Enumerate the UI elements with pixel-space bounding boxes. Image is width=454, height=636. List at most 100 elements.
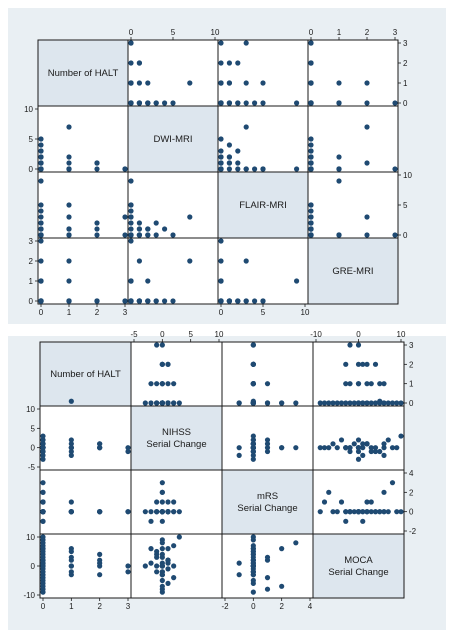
data-point (40, 518, 46, 524)
data-point (66, 278, 72, 284)
data-point (317, 400, 323, 406)
data-point (250, 445, 256, 451)
data-point (40, 509, 46, 515)
data-point (250, 551, 256, 558)
data-point (68, 441, 74, 447)
data-point (66, 154, 72, 160)
data-point (187, 258, 193, 264)
matrix-cell-0-2 (217, 39, 309, 107)
data-point (381, 452, 387, 458)
matrix-cell-1-1: NIHSS Serial Change (130, 405, 223, 471)
data-point (360, 400, 366, 406)
y-tick-label: 0 (409, 508, 414, 517)
data-point (153, 100, 159, 106)
data-point (38, 136, 44, 142)
data-point (154, 342, 160, 348)
scatter-panel (307, 39, 399, 107)
x-tick-label: 4 (308, 602, 313, 611)
y-tick-label: 10 (26, 533, 35, 542)
y-tick-label: -10 (23, 591, 35, 600)
data-point (66, 226, 72, 232)
y-tick-label: -2 (409, 527, 417, 536)
y-tick-label: 1 (403, 79, 408, 88)
data-point (218, 80, 224, 86)
scatter-panel (307, 171, 399, 239)
data-point (97, 551, 103, 558)
data-point (293, 445, 299, 451)
data-point (264, 554, 271, 560)
data-point (338, 499, 345, 505)
data-point (128, 214, 134, 220)
data-point (125, 448, 131, 455)
matrix-cell-0-2 (221, 341, 314, 407)
data-point (355, 509, 362, 515)
scatter-panel (127, 171, 219, 239)
data-point (243, 258, 249, 264)
data-point (389, 400, 396, 406)
y-tick-label: 2 (403, 59, 408, 68)
data-point (40, 448, 46, 455)
data-point (336, 100, 342, 106)
data-point (159, 563, 165, 569)
data-point (128, 178, 134, 184)
y-tick-label: 10 (24, 105, 33, 114)
variable-label: Number of HALT (48, 68, 119, 79)
data-point (226, 142, 232, 148)
data-point (40, 441, 46, 447)
y-tick-label: 0 (31, 562, 36, 571)
scatter-panel (39, 533, 132, 599)
diagonal-label-box (221, 469, 314, 535)
data-point (250, 441, 256, 447)
data-point (165, 361, 171, 367)
data-point (381, 441, 387, 447)
data-point (351, 509, 357, 515)
data-point (260, 166, 266, 172)
diagonal-label-box (217, 171, 309, 239)
data-point (153, 232, 159, 238)
data-point (264, 445, 271, 451)
data-point (165, 546, 171, 552)
data-point (145, 232, 151, 238)
matrix-cell-0-0: Number of HALT (39, 341, 132, 407)
y-tick-label: 2 (409, 360, 414, 369)
data-point (176, 400, 182, 406)
data-point (236, 560, 242, 566)
data-point (128, 278, 134, 284)
data-point (148, 381, 154, 387)
data-point (66, 298, 72, 304)
data-point (264, 400, 271, 406)
data-point (385, 509, 391, 515)
data-point (154, 563, 160, 569)
data-point (165, 509, 171, 515)
data-point (218, 238, 224, 244)
data-point (159, 551, 165, 558)
data-point (372, 448, 379, 455)
data-point (364, 509, 370, 515)
data-point (145, 80, 151, 86)
data-point (38, 178, 44, 184)
data-point (38, 160, 44, 166)
data-point (236, 572, 242, 578)
data-point (66, 214, 72, 220)
matrix-cell-1-3 (307, 105, 399, 173)
data-point (40, 456, 46, 462)
data-point (136, 258, 142, 264)
y-tick-label: 0 (29, 297, 34, 306)
data-point (343, 509, 349, 515)
data-point (308, 60, 314, 66)
data-point (235, 60, 241, 66)
data-point (355, 437, 362, 443)
data-point (372, 400, 379, 406)
data-point (94, 220, 100, 226)
data-point (360, 518, 366, 524)
data-point (250, 577, 256, 584)
data-point (40, 563, 46, 569)
y-tick-label: 10 (403, 171, 412, 180)
data-point (394, 400, 400, 406)
data-point (136, 220, 142, 226)
data-point (308, 202, 314, 208)
scatter-panel (312, 469, 405, 535)
scatter-panel (217, 237, 309, 305)
data-point (351, 400, 357, 406)
data-point (40, 499, 46, 505)
